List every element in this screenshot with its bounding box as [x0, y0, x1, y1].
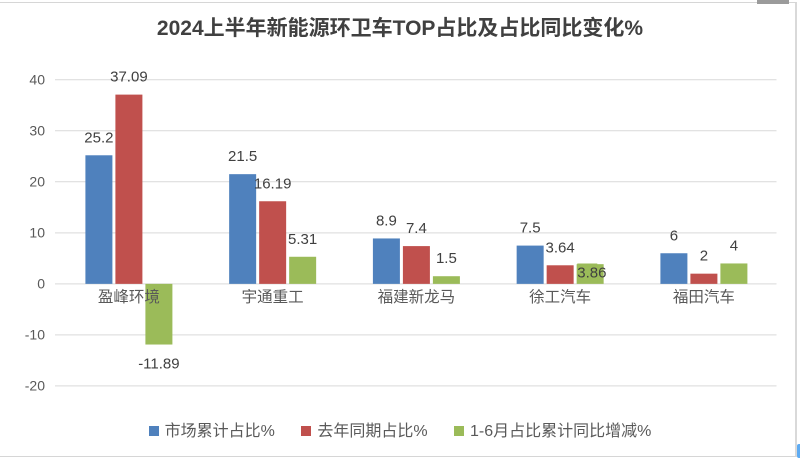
svg-text:37.09: 37.09 — [110, 69, 148, 86]
svg-text:徐工汽车: 徐工汽车 — [529, 288, 591, 306]
svg-text:3.64: 3.64 — [546, 239, 575, 256]
svg-text:-11.89: -11.89 — [138, 356, 179, 373]
svg-text:4: 4 — [730, 237, 738, 254]
svg-text:7.5: 7.5 — [520, 220, 541, 237]
svg-text:-10: -10 — [25, 326, 45, 342]
svg-text:20: 20 — [29, 173, 45, 189]
svg-text:福建新龙马: 福建新龙马 — [378, 288, 456, 306]
svg-text:25.2: 25.2 — [84, 129, 113, 146]
svg-text:3.86: 3.86 — [577, 265, 606, 282]
svg-text:10: 10 — [29, 224, 45, 240]
svg-text:0: 0 — [37, 275, 45, 291]
svg-text:1.5: 1.5 — [436, 250, 457, 267]
svg-text:-20: -20 — [25, 377, 45, 393]
svg-text:5.31: 5.31 — [288, 231, 317, 248]
svg-text:福田汽车: 福田汽车 — [673, 288, 735, 306]
svg-text:16.19: 16.19 — [254, 175, 292, 192]
svg-text:21.5: 21.5 — [228, 148, 257, 165]
svg-text:2: 2 — [700, 248, 708, 265]
svg-text:30: 30 — [29, 122, 45, 138]
svg-text:6: 6 — [670, 227, 678, 244]
svg-text:40: 40 — [29, 71, 45, 87]
svg-text:宇通重工: 宇通重工 — [242, 288, 304, 306]
svg-text:8.9: 8.9 — [376, 212, 397, 229]
svg-text:盈峰环境: 盈峰环境 — [98, 287, 160, 306]
svg-text:7.4: 7.4 — [406, 220, 427, 237]
